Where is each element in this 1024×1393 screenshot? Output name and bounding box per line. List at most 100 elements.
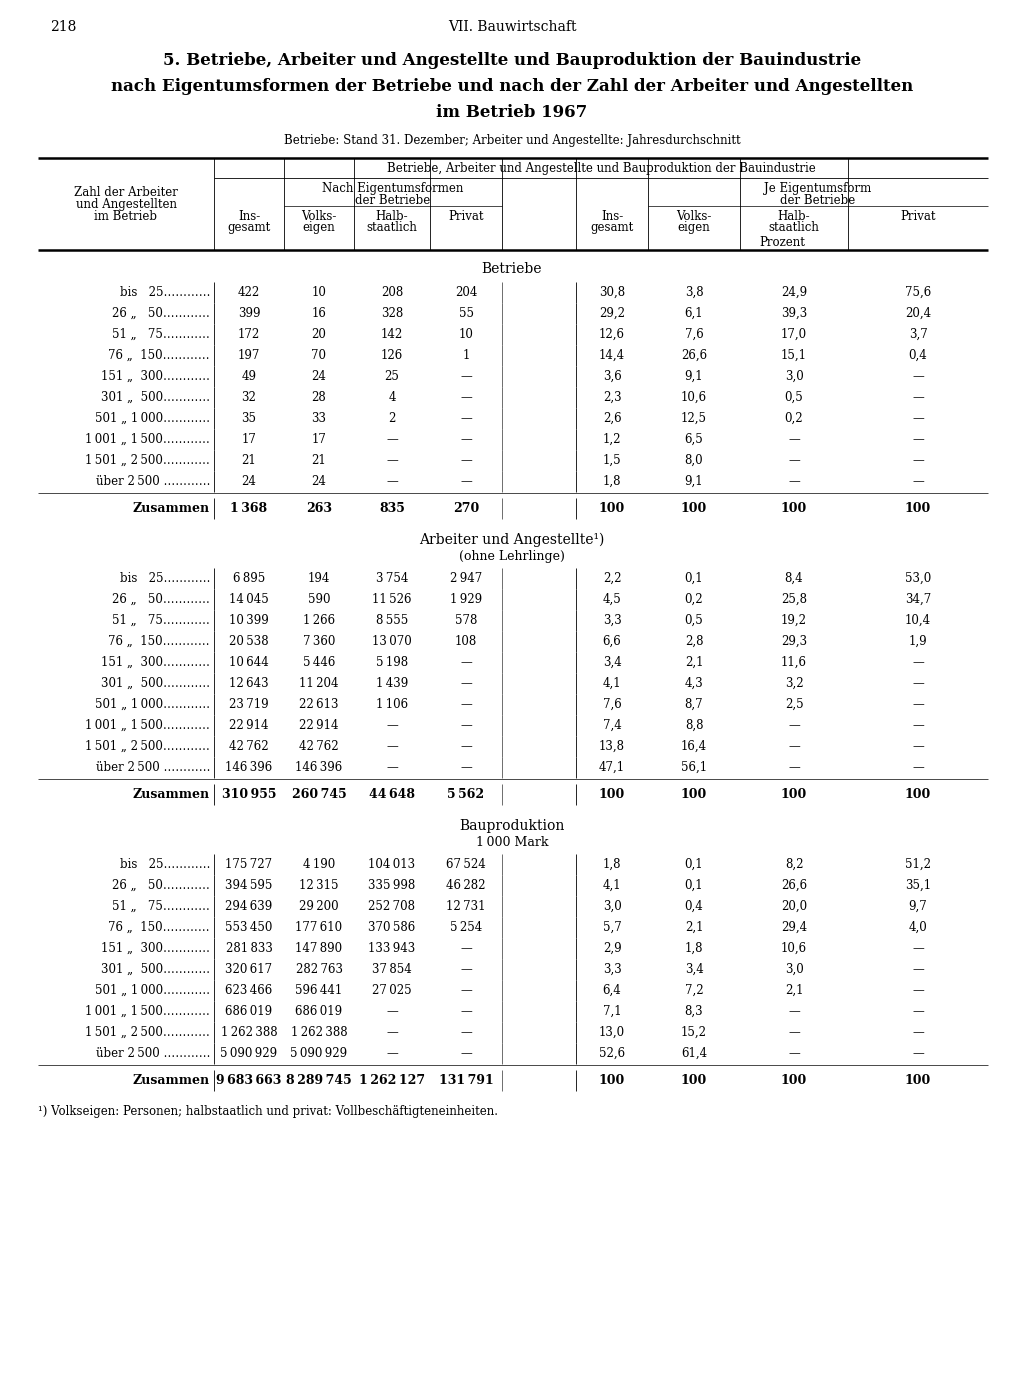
Text: Je Eigentumsform: Je Eigentumsform [764,182,871,195]
Text: 5 562: 5 562 [447,788,484,801]
Text: 44 648: 44 648 [369,788,415,801]
Text: 13,0: 13,0 [599,1027,625,1039]
Text: 100: 100 [781,1074,807,1087]
Text: 61,4: 61,4 [681,1048,707,1060]
Text: 2,3: 2,3 [603,391,622,404]
Text: Arbeiter und Angestellte¹): Arbeiter und Angestellte¹) [419,534,605,547]
Text: 10,4: 10,4 [905,614,931,627]
Text: 590: 590 [308,593,331,606]
Text: —: — [788,761,800,775]
Text: —: — [912,454,924,467]
Text: 578: 578 [455,614,477,627]
Text: 10 399: 10 399 [229,614,269,627]
Text: 252 708: 252 708 [369,900,416,912]
Text: 1,9: 1,9 [908,635,928,648]
Text: Betriebe: Betriebe [481,262,543,276]
Text: 3,2: 3,2 [784,677,803,690]
Text: Zusammen: Zusammen [133,1074,210,1087]
Text: —: — [460,1027,472,1039]
Text: —: — [788,719,800,731]
Text: 49: 49 [242,371,256,383]
Text: 12 731: 12 731 [446,900,485,912]
Text: 42 762: 42 762 [229,740,269,754]
Text: 46 282: 46 282 [446,879,485,892]
Text: 0,5: 0,5 [685,614,703,627]
Text: —: — [912,942,924,956]
Text: nach Eigentumsformen der Betriebe und nach der Zahl der Arbeiter und Angestellte: nach Eigentumsformen der Betriebe und na… [111,78,913,95]
Text: —: — [386,740,398,754]
Text: 4 190: 4 190 [303,858,335,871]
Text: 8,3: 8,3 [685,1004,703,1018]
Text: 9,1: 9,1 [685,475,703,488]
Text: 26 „   50…………: 26 „ 50………… [112,593,210,606]
Text: 131 791: 131 791 [438,1074,494,1087]
Text: —: — [788,433,800,446]
Text: 20,0: 20,0 [781,900,807,912]
Text: 4,3: 4,3 [685,677,703,690]
Text: 28: 28 [311,391,327,404]
Text: 2 947: 2 947 [450,573,482,585]
Text: —: — [912,412,924,425]
Text: 310 955: 310 955 [222,788,276,801]
Text: 20: 20 [311,327,327,341]
Text: 194: 194 [308,573,330,585]
Text: 55: 55 [459,306,473,320]
Text: 501 „ 1 000…………: 501 „ 1 000………… [95,412,210,425]
Text: —: — [386,719,398,731]
Text: 1 266: 1 266 [303,614,335,627]
Text: —: — [788,740,800,754]
Text: VII. Bauwirtschaft: VII. Bauwirtschaft [447,20,577,33]
Text: Zusammen: Zusammen [133,788,210,801]
Text: —: — [386,761,398,775]
Text: Betriebe, Arbeiter und Angestellte und Bauproduktion der Bauindustrie: Betriebe, Arbeiter und Angestellte und B… [387,162,815,176]
Text: —: — [912,983,924,997]
Text: —: — [386,1048,398,1060]
Text: 100: 100 [599,1074,625,1087]
Text: —: — [460,475,472,488]
Text: 8,0: 8,0 [685,454,703,467]
Text: —: — [460,963,472,976]
Text: Halb-: Halb- [376,210,409,223]
Text: 100: 100 [599,788,625,801]
Text: 146 396: 146 396 [225,761,272,775]
Text: 146 396: 146 396 [295,761,343,775]
Text: —: — [912,740,924,754]
Text: 51 „   75…………: 51 „ 75………… [112,614,210,627]
Text: 10 644: 10 644 [229,656,269,669]
Text: 12 643: 12 643 [229,677,269,690]
Text: 1 368: 1 368 [230,501,267,515]
Text: 5 090 929: 5 090 929 [291,1048,347,1060]
Text: 2,1: 2,1 [685,656,703,669]
Text: 19,2: 19,2 [781,614,807,627]
Text: —: — [460,656,472,669]
Text: 8 289 745: 8 289 745 [286,1074,352,1087]
Text: 1 501 „ 2 500…………: 1 501 „ 2 500………… [85,740,210,754]
Text: 24: 24 [242,475,256,488]
Text: 0,2: 0,2 [685,593,703,606]
Text: Privat: Privat [900,210,936,223]
Text: über 2 500 …………: über 2 500 ………… [95,475,210,488]
Text: 34,7: 34,7 [905,593,931,606]
Text: 1 262 127: 1 262 127 [359,1074,425,1087]
Text: 8 555: 8 555 [376,614,409,627]
Text: 2,1: 2,1 [784,983,803,997]
Text: 14,4: 14,4 [599,350,625,362]
Text: 21: 21 [242,454,256,467]
Text: 24: 24 [311,475,327,488]
Text: —: — [460,740,472,754]
Text: 33: 33 [311,412,327,425]
Text: 686 019: 686 019 [225,1004,272,1018]
Text: —: — [912,963,924,976]
Text: —: — [460,983,472,997]
Text: 100: 100 [905,501,931,515]
Text: 42 762: 42 762 [299,740,339,754]
Text: 1 001 „ 1 500…………: 1 001 „ 1 500………… [85,433,210,446]
Text: 76 „  150…………: 76 „ 150………… [109,635,210,648]
Text: 7,4: 7,4 [603,719,622,731]
Text: 175 727: 175 727 [225,858,272,871]
Text: 8,2: 8,2 [784,858,803,871]
Text: 2,1: 2,1 [685,921,703,933]
Text: —: — [460,433,472,446]
Text: 17,0: 17,0 [781,327,807,341]
Text: 501 „ 1 000…………: 501 „ 1 000………… [95,698,210,710]
